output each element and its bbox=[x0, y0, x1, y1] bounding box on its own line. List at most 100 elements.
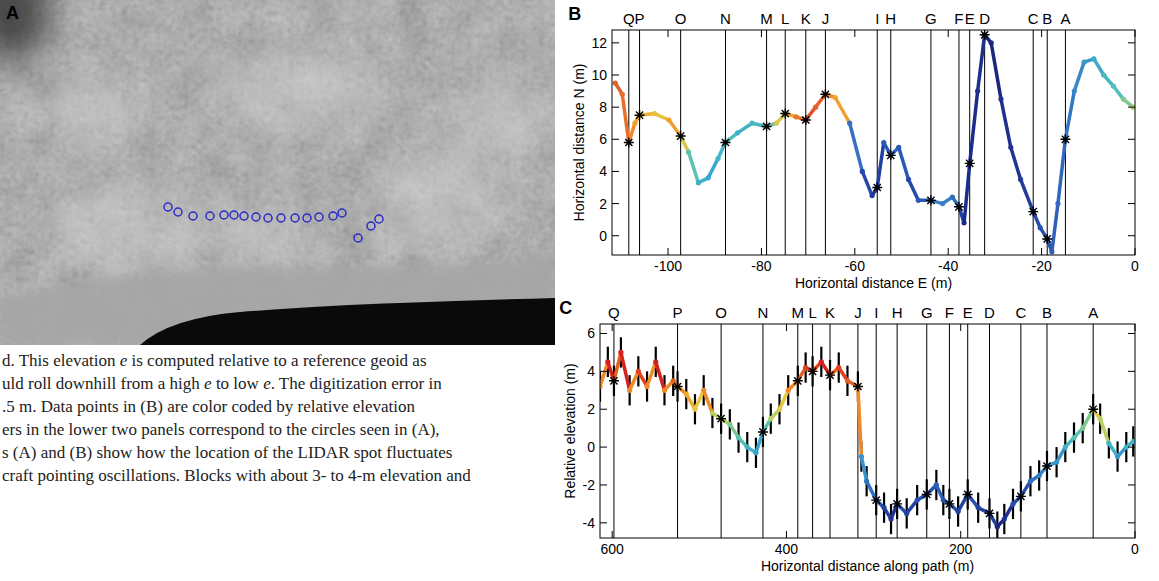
line-segment bbox=[1004, 504, 1013, 519]
reference-label: K bbox=[825, 304, 835, 321]
lidar-spot bbox=[303, 214, 311, 222]
lidar-spot bbox=[367, 222, 375, 230]
caption-part: craft pointing oscillations. Blocks with… bbox=[2, 466, 471, 485]
data-point bbox=[618, 350, 623, 355]
line-segment bbox=[621, 352, 630, 390]
data-point bbox=[881, 140, 886, 145]
photo-grain bbox=[0, 0, 555, 345]
y-tick-label: 0 bbox=[599, 228, 607, 244]
reference-label: O bbox=[715, 304, 727, 321]
star-marker bbox=[635, 110, 645, 120]
lidar-spot bbox=[338, 209, 346, 217]
data-point bbox=[950, 195, 955, 200]
plot-area bbox=[613, 30, 1135, 255]
reference-label: H bbox=[892, 304, 903, 321]
data-point bbox=[888, 516, 893, 521]
data-point bbox=[998, 97, 1003, 102]
data-point bbox=[1106, 441, 1111, 446]
line-segment bbox=[630, 371, 639, 390]
caption-part: uld roll downhill from a high bbox=[2, 374, 204, 393]
x-tick bbox=[761, 30, 762, 37]
panel-label: A bbox=[6, 3, 19, 23]
line-segment bbox=[877, 143, 884, 188]
y-tick bbox=[612, 42, 619, 43]
data-point bbox=[916, 198, 921, 203]
reference-line bbox=[1047, 30, 1048, 255]
data-point bbox=[881, 505, 886, 510]
data-point bbox=[605, 359, 610, 364]
data-point bbox=[710, 410, 715, 415]
data-point bbox=[1002, 516, 1007, 521]
reference-line bbox=[805, 30, 806, 255]
reference-line bbox=[958, 30, 959, 255]
caption-line: d. This elevation e is computed relative… bbox=[2, 351, 427, 370]
lidar-spot bbox=[291, 214, 299, 222]
data-point bbox=[745, 444, 750, 449]
line-segment bbox=[695, 390, 704, 409]
data-point bbox=[753, 450, 758, 455]
data-point bbox=[1131, 439, 1135, 444]
reference-line bbox=[785, 30, 786, 255]
star-marker bbox=[720, 138, 730, 148]
data-point bbox=[644, 384, 649, 389]
line-segment bbox=[718, 143, 725, 159]
star-marker bbox=[1042, 461, 1052, 471]
star-marker bbox=[780, 109, 790, 119]
y-tick-label: 4 bbox=[587, 363, 595, 379]
y-tick-label: 6 bbox=[599, 131, 607, 147]
lidar-spot bbox=[315, 213, 323, 221]
x-tick-label: -80 bbox=[751, 258, 771, 274]
reference-label: F bbox=[954, 10, 963, 27]
reference-line bbox=[766, 30, 767, 255]
data-point bbox=[736, 435, 741, 440]
line-segment bbox=[958, 494, 968, 511]
reference-line bbox=[812, 324, 813, 538]
line-segment bbox=[600, 362, 608, 387]
y-tick bbox=[1128, 447, 1135, 448]
x-tick bbox=[948, 30, 949, 37]
star-marker bbox=[892, 499, 902, 509]
caption-part: to low bbox=[212, 374, 263, 393]
data-point bbox=[961, 220, 966, 225]
reference-label: D bbox=[984, 304, 995, 321]
data-point bbox=[833, 95, 838, 100]
star-marker bbox=[808, 366, 818, 376]
reference-label: C bbox=[1015, 304, 1026, 321]
y-tick-label: 6 bbox=[587, 325, 595, 341]
data-point bbox=[692, 407, 697, 412]
line-segment bbox=[681, 136, 689, 152]
caption-part: . The digitization error in bbox=[271, 374, 443, 393]
reference-line bbox=[639, 30, 640, 255]
plot-frame bbox=[600, 324, 1135, 538]
y-tick bbox=[1128, 409, 1135, 410]
reference-line bbox=[677, 324, 678, 538]
data-point bbox=[1049, 249, 1054, 254]
lidar-spot bbox=[354, 234, 362, 242]
line-segment bbox=[1011, 147, 1021, 179]
plot-frame bbox=[612, 30, 1135, 255]
y-axis-title: Horizontal distance N (m) bbox=[571, 64, 587, 222]
x-tick bbox=[761, 248, 762, 255]
reference-line bbox=[680, 30, 681, 255]
reference-line bbox=[830, 324, 831, 538]
data-point bbox=[896, 145, 901, 150]
y-tick bbox=[612, 235, 619, 236]
star-marker bbox=[673, 381, 683, 391]
data-point bbox=[786, 388, 791, 393]
star-marker bbox=[609, 376, 619, 386]
line-segment bbox=[647, 362, 656, 387]
x-tick bbox=[668, 30, 669, 37]
data-point bbox=[1018, 177, 1023, 182]
reference-label: N bbox=[720, 10, 731, 27]
x-tick-label: 600 bbox=[601, 541, 625, 557]
star-marker bbox=[886, 150, 896, 160]
star-marker bbox=[820, 89, 830, 99]
y-tick bbox=[1128, 139, 1135, 140]
x-tick bbox=[948, 248, 949, 255]
line-segment bbox=[1021, 179, 1034, 211]
photo-smooth-region bbox=[0, 255, 555, 345]
chart-line: QPONMLKJIHGFEDCBA6004002000-4-20246Horiz… bbox=[559, 298, 1139, 574]
reference-label: G bbox=[925, 10, 937, 27]
star-marker bbox=[1016, 491, 1026, 501]
x-tick bbox=[668, 248, 669, 255]
